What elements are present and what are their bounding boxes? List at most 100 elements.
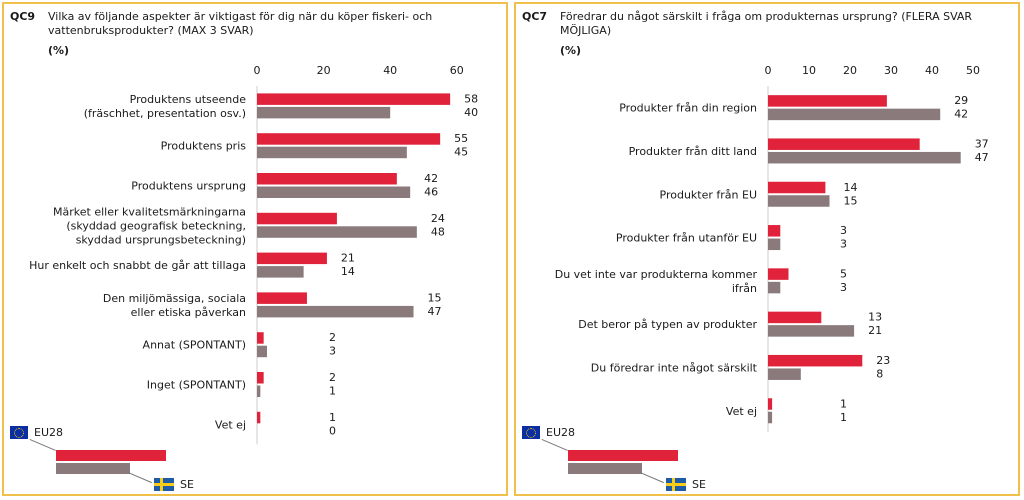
category-label-line: Vet ej — [215, 418, 246, 431]
category-label-line: Du föredrar inte något särskilt — [591, 361, 758, 374]
data-label-eu28: 42 — [424, 172, 438, 185]
category-label: Produkter från ditt land — [629, 145, 757, 158]
bar-se — [257, 305, 414, 318]
bar-eu28 — [768, 225, 781, 237]
legend-eu-swatch — [568, 450, 678, 461]
bar-chart-qc7: 0 10 20 30 40 50 Produkter från din region 2942… — [555, 64, 989, 433]
bar-se — [257, 106, 391, 119]
bar-se — [257, 146, 407, 159]
legend-se-swatch — [568, 463, 642, 474]
chart-panel-qc7: QC7 Föredrar du något särskilt i fråga o… — [514, 2, 1020, 496]
category-label-line: Produkter från utanför EU — [616, 232, 757, 245]
se-flag-icon — [154, 478, 174, 491]
x-tick-label: 0 — [765, 64, 772, 77]
data-label-se: 14 — [341, 265, 355, 278]
bar-eu28 — [768, 95, 887, 107]
category-label: Vet ej — [215, 418, 246, 431]
bar-se — [768, 368, 801, 380]
bar-eu28 — [257, 372, 264, 384]
category-label: Produkter från EU — [660, 188, 757, 201]
data-label-se: 0 — [329, 424, 336, 437]
bar-se — [768, 238, 781, 251]
data-label-se: 47 — [975, 151, 989, 164]
category-label: Produktens utseende (fräschhet, presentat… — [84, 93, 246, 120]
legend-leader-line — [541, 439, 568, 451]
data-label-se: 48 — [431, 225, 445, 238]
bar-se — [768, 151, 961, 164]
legend: EU28 SE — [522, 426, 722, 494]
bar-eu28 — [768, 181, 826, 194]
category-label: Du vet inte var produkterna kommer ifrån — [555, 268, 758, 295]
bar-eu28 — [768, 268, 789, 280]
data-label-eu28: 3 — [840, 224, 847, 237]
bar-se — [768, 281, 781, 294]
bar-eu28 — [257, 411, 261, 424]
bar-eu28 — [257, 332, 264, 344]
data-label-se: 47 — [428, 305, 442, 318]
data-label-se: 8 — [876, 367, 883, 380]
legend-eu-label: EU28 — [34, 426, 63, 439]
data-label-se: 1 — [329, 385, 336, 398]
chart-title: Vilka av följande aspekter är viktigast … — [48, 10, 433, 37]
legend-leader-line — [29, 439, 56, 451]
se-flag-icon — [666, 478, 686, 491]
data-label-eu28: 2 — [329, 371, 336, 384]
x-tick-label: 60 — [450, 64, 464, 77]
data-label-eu28: 24 — [431, 212, 445, 225]
data-label-eu28: 5 — [840, 267, 847, 280]
data-label-eu28: 55 — [454, 132, 468, 145]
category-label-line: skyddad ursprungsbeteckning) — [76, 233, 246, 246]
legend-se-label: SE — [692, 478, 706, 491]
category-label-line: eller etiska påverkan — [131, 306, 246, 319]
data-label-eu28: 15 — [428, 291, 442, 304]
category-label: Produktens ursprung — [131, 180, 246, 193]
x-tick-label: 20 — [317, 64, 331, 77]
data-label-eu28: 29 — [954, 94, 968, 107]
data-label-se: 42 — [954, 108, 968, 121]
bar-eu28 — [257, 292, 307, 304]
unit-label: (%) — [48, 44, 70, 57]
category-label-line: Märket eller kvalitetsmärkningarna — [53, 205, 246, 218]
bar-se — [768, 325, 855, 337]
unit-label: (%) — [560, 44, 582, 57]
question-code: QC7 — [522, 10, 548, 23]
data-label-se: 3 — [840, 238, 847, 251]
category-label-line: Produkter från EU — [660, 188, 757, 201]
category-label: Produkter från utanför EU — [616, 232, 757, 245]
legend-eu-swatch — [56, 450, 166, 461]
bar-se — [257, 345, 267, 358]
x-tick-label: 0 — [254, 64, 261, 77]
bar-se — [257, 266, 304, 278]
category-label: Inget (SPONTANT) — [147, 379, 246, 392]
data-label-se: 15 — [844, 194, 858, 207]
legend-leader-line — [639, 472, 664, 484]
data-label-se: 21 — [868, 324, 882, 337]
category-label-line: Vet ej — [726, 405, 757, 418]
data-label-eu28: 1 — [329, 411, 336, 424]
x-tick-label: 40 — [383, 64, 397, 77]
category-label: Hur enkelt och snabbt de går att tillaga — [29, 259, 246, 272]
bar-eu28 — [257, 93, 451, 105]
category-label: Annat (SPONTANT) — [143, 339, 246, 352]
bar-eu28 — [768, 311, 822, 324]
bar-eu28 — [257, 252, 327, 265]
data-label-eu28: 23 — [876, 354, 890, 367]
x-tick-label: 30 — [884, 64, 898, 77]
category-label-line: Du vet inte var produkterna kommer — [555, 268, 758, 281]
chart-title: Föredrar du något särskilt i fråga om pr… — [560, 10, 973, 37]
eu-flag-icon — [10, 426, 28, 439]
category-label: Du föredrar inte något särskilt — [591, 361, 758, 374]
category-label-line: Annat (SPONTANT) — [143, 339, 246, 352]
legend: EU28 SE — [10, 426, 210, 494]
data-label-eu28: 14 — [844, 181, 858, 194]
x-tick-label: 10 — [802, 64, 816, 77]
bar-se — [257, 385, 261, 397]
category-label-line: (fräschhet, presentation osv.) — [84, 107, 246, 120]
chart-panel-qc9: QC9 Vilka av följande aspekter är viktig… — [2, 2, 508, 496]
category-label-line: Den miljömässiga, sociala — [103, 292, 246, 305]
legend-eu-label: EU28 — [546, 426, 575, 439]
category-label-line: Produkter från din region — [619, 102, 757, 115]
data-label-eu28: 58 — [464, 92, 478, 105]
category-label-line: Produkter från ditt land — [629, 145, 757, 158]
category-label-line: Produktens ursprung — [131, 180, 246, 193]
